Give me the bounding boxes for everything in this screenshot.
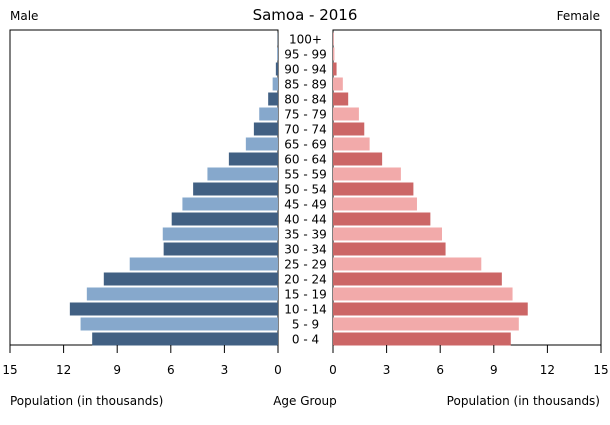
male-axis-tick-label: 15 — [2, 363, 17, 377]
age-group-label: 95 - 99 — [284, 48, 327, 62]
male-bar — [92, 332, 278, 346]
male-axis-tick-label: 3 — [221, 363, 229, 377]
female-axis-tick-label: 12 — [540, 363, 555, 377]
male-bar — [182, 197, 278, 211]
female-bar — [333, 272, 502, 286]
age-group-label: 60 - 64 — [284, 153, 327, 167]
female-bar — [333, 92, 349, 106]
x-axis-ticks: 15 12 9 6 3 0 0 3 6 9 12 15 — [2, 345, 609, 377]
female-axis-tick-label: 3 — [383, 363, 391, 377]
male-bar — [86, 287, 278, 301]
female-bar — [333, 317, 519, 331]
female-bar — [333, 152, 383, 166]
male-bar — [129, 257, 278, 271]
female-bars — [333, 32, 528, 346]
male-bar — [253, 122, 278, 136]
male-bar — [162, 227, 278, 241]
male-bar — [103, 272, 278, 286]
male-bars — [69, 32, 278, 346]
age-group-label: 25 - 29 — [284, 258, 327, 272]
male-bar — [259, 107, 278, 121]
age-group-label: 80 - 84 — [284, 93, 327, 107]
female-bar — [333, 287, 513, 301]
age-group-label: 55 - 59 — [284, 168, 327, 182]
female-bar — [333, 77, 343, 91]
female-bar — [333, 332, 511, 346]
male-bar — [207, 167, 278, 181]
female-bar — [333, 32, 334, 46]
female-axis-tick-label: 15 — [593, 363, 608, 377]
age-group-label: 75 - 79 — [284, 108, 327, 122]
female-bar — [333, 167, 401, 181]
age-group-label: 70 - 74 — [284, 123, 327, 137]
female-axis-tick-label: 0 — [329, 363, 337, 377]
female-bar — [333, 137, 370, 151]
age-group-label: 100+ — [289, 33, 322, 47]
female-bar — [333, 182, 414, 196]
female-bar — [333, 212, 431, 226]
age-group-label: 85 - 89 — [284, 78, 327, 92]
age-group-label: 90 - 94 — [284, 63, 327, 77]
x-axis-label-center: Age Group — [273, 394, 337, 408]
age-group-label: 30 - 34 — [284, 243, 327, 257]
male-bar — [272, 77, 278, 91]
female-bar — [333, 122, 365, 136]
age-group-label: 0 - 4 — [292, 333, 319, 347]
age-group-label: 35 - 39 — [284, 228, 327, 242]
female-bar — [333, 47, 335, 61]
age-group-label: 10 - 14 — [284, 303, 327, 317]
female-bar — [333, 242, 446, 256]
female-label: Female — [557, 9, 600, 23]
male-bar — [69, 302, 278, 316]
age-group-label: 40 - 44 — [284, 213, 327, 227]
age-group-label: 50 - 54 — [284, 183, 327, 197]
male-bar — [277, 47, 278, 61]
female-axis-tick-label: 9 — [490, 363, 498, 377]
male-bar — [275, 62, 278, 76]
male-axis-tick-label: 6 — [167, 363, 175, 377]
male-bar — [171, 212, 278, 226]
male-axis-tick-label: 9 — [113, 363, 121, 377]
female-bar — [333, 257, 482, 271]
male-axis-tick-label: 0 — [274, 363, 282, 377]
age-group-label: 5 - 9 — [292, 318, 319, 332]
age-group-label: 15 - 19 — [284, 288, 327, 302]
male-bar — [80, 317, 278, 331]
male-bar — [228, 152, 278, 166]
chart-title: Samoa - 2016 — [253, 6, 358, 24]
male-bar — [268, 92, 278, 106]
male-bar — [163, 242, 278, 256]
female-bar — [333, 302, 528, 316]
male-axis-tick-label: 12 — [56, 363, 71, 377]
x-axis-label-right: Population (in thousands) — [447, 394, 600, 408]
female-bar — [333, 197, 417, 211]
female-bar — [333, 227, 442, 241]
female-axis-tick-label: 6 — [436, 363, 444, 377]
age-group-label: 45 - 49 — [284, 198, 327, 212]
female-bar — [333, 62, 337, 76]
male-bar — [245, 137, 278, 151]
male-bar — [193, 182, 278, 196]
age-group-label: 65 - 69 — [284, 138, 327, 152]
x-axis-label-left: Population (in thousands) — [10, 394, 163, 408]
female-bar — [333, 107, 359, 121]
age-group-label: 20 - 24 — [284, 273, 327, 287]
male-label: Male — [10, 9, 38, 23]
